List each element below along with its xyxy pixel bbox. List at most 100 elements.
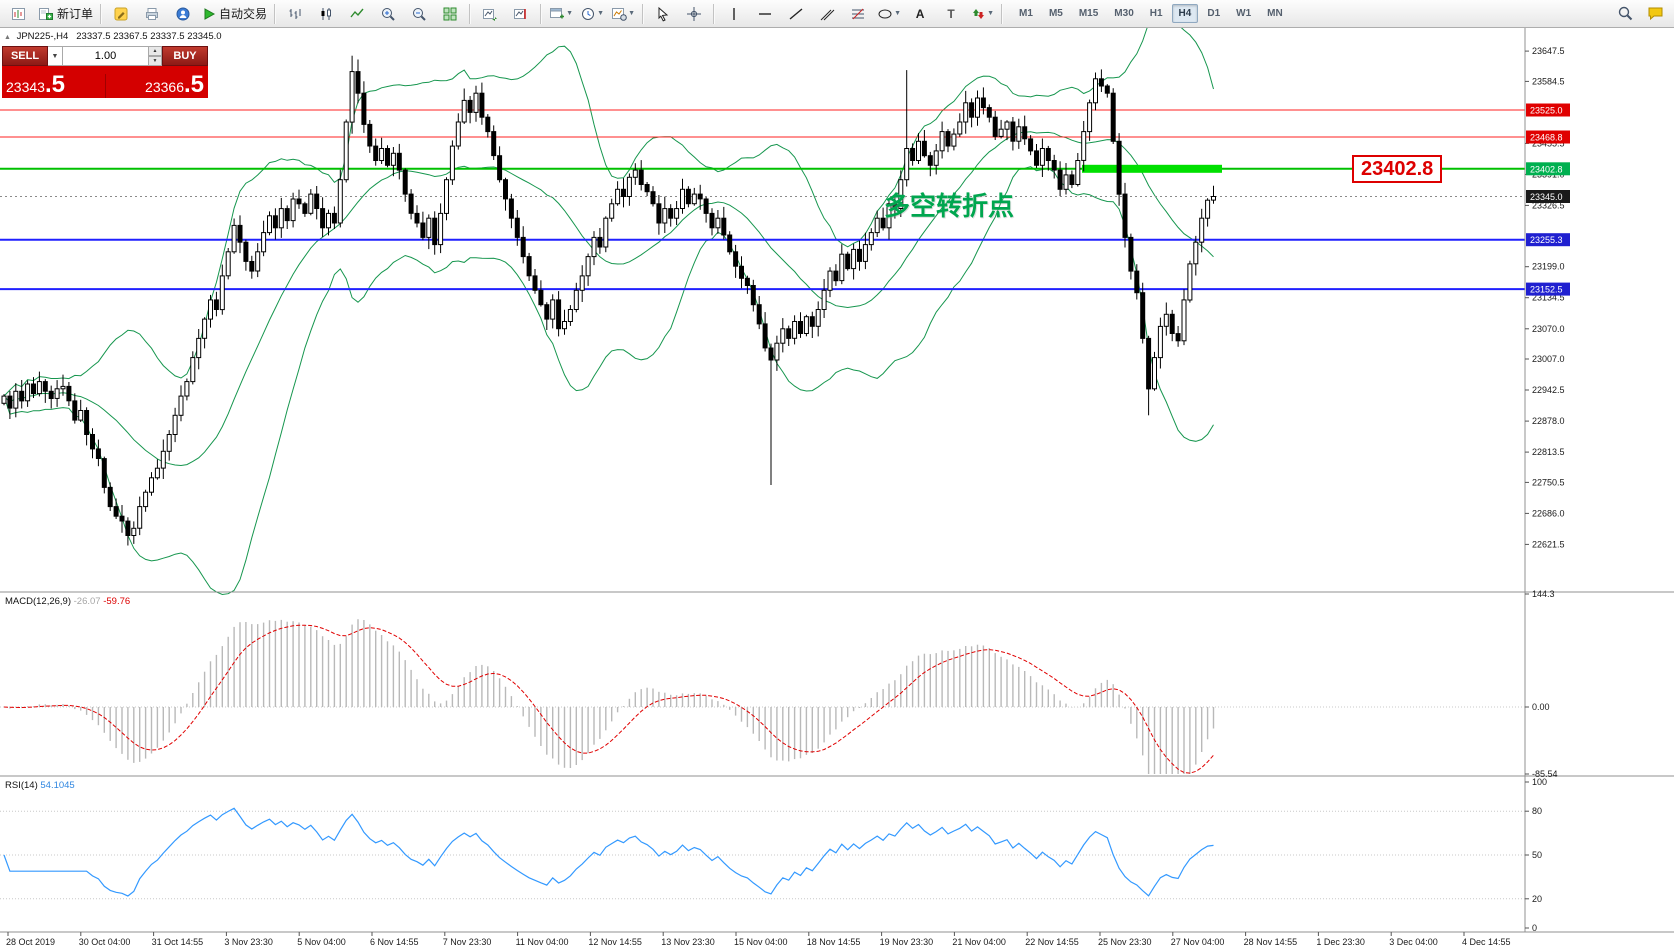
dropdown-caret-icon: ▼ [628, 10, 635, 17]
volume-up-button[interactable]: ▲ [149, 46, 162, 56]
template-icon [611, 6, 627, 22]
auto-scroll-button[interactable] [475, 2, 505, 26]
candlestick-type-button[interactable] [311, 2, 341, 26]
candle-body [432, 217, 438, 246]
search-button[interactable] [1610, 2, 1640, 26]
candle-body [1181, 299, 1187, 342]
buy-price[interactable]: 23366.5 [104, 73, 209, 98]
volume-down-button[interactable]: ▼ [149, 56, 162, 66]
candle-body [1069, 174, 1075, 185]
timeframe-h4[interactable]: H4 [1171, 4, 1199, 23]
horizontal-line-tool-button[interactable] [750, 2, 780, 26]
price-axis-label: 22686.0 [1532, 508, 1565, 518]
line-chart-type-button[interactable] [342, 2, 372, 26]
timeframe-m1[interactable]: M1 [1019, 8, 1033, 19]
candle-body [1087, 102, 1093, 133]
candle-body [308, 193, 314, 214]
candle-body [1051, 160, 1057, 171]
highlight-segment[interactable] [1082, 164, 1222, 173]
metaeditor-icon [113, 6, 129, 22]
candle-body [449, 145, 455, 181]
candle-body [113, 506, 119, 517]
vertical-line-tool-button[interactable] [719, 2, 749, 26]
templates-menu-button[interactable]: ▼ [608, 2, 638, 26]
candle-body [1022, 126, 1028, 140]
timeframe-mn[interactable]: MN [1267, 8, 1283, 19]
candle-body [1028, 138, 1034, 152]
new-chart-button[interactable] [4, 2, 34, 26]
sell-price[interactable]: 23343.5 [6, 71, 65, 98]
candle-body [1081, 131, 1087, 161]
price-badge-text: 23345.0 [1530, 192, 1563, 202]
price-badge-text: 23402.8 [1530, 164, 1563, 174]
order-type-dropdown[interactable]: ▼ [48, 46, 63, 66]
timeframe-m15[interactable]: M15 [1078, 8, 1099, 19]
fibonacci-tool-button[interactable] [843, 2, 873, 26]
candlestick-icon [318, 6, 334, 22]
cursor-tool-button[interactable] [648, 2, 678, 26]
periods-menu-button[interactable]: ▼ [577, 2, 607, 26]
trendline-tool-button[interactable] [781, 2, 811, 26]
rsi-indicator-label: RSI(14) 54.1045 [5, 780, 75, 791]
candle-body [827, 270, 833, 291]
candle-body [585, 256, 591, 277]
new-order-button[interactable]: 新订单 [35, 2, 96, 26]
chart-text-annotation[interactable]: 多空转折点 [884, 191, 1015, 221]
candle-body [461, 99, 467, 123]
price-badge-text: 23468.8 [1530, 133, 1563, 143]
time-axis-label: 19 Nov 23:30 [880, 937, 934, 947]
text-tool-button[interactable]: A [905, 2, 935, 26]
zoom-in-button[interactable] [373, 2, 403, 26]
price-badge-23345.0 [1526, 190, 1570, 203]
time-axis-label: 22 Nov 14:55 [1025, 937, 1079, 947]
symbol-period: JPN225-,H4 [16, 31, 69, 42]
timeframe-w1[interactable]: W1 [1236, 8, 1252, 19]
candle-body [237, 224, 243, 243]
price-axis-label: 22942.5 [1532, 385, 1565, 395]
candle-body [225, 251, 231, 277]
toolbar-separator [713, 3, 716, 24]
tile-windows-button[interactable] [435, 2, 465, 26]
price-axis-label: 23070.0 [1532, 324, 1565, 334]
candle-body [514, 217, 520, 238]
candle-body [1045, 148, 1051, 161]
time-axis-label: 12 Nov 14:55 [588, 937, 642, 947]
community-button[interactable] [168, 2, 198, 26]
candle-body [255, 251, 261, 272]
sell-button[interactable]: SELL [2, 46, 48, 66]
zoom-out-button[interactable] [404, 2, 434, 26]
timeframe-m5[interactable]: M5 [1048, 8, 1063, 19]
shapes-tool-button[interactable]: ▼ [874, 2, 904, 26]
candle-body [7, 395, 13, 409]
volume-input[interactable] [63, 46, 149, 66]
crosshair-tool-button[interactable] [679, 2, 709, 26]
chat-button[interactable] [1640, 2, 1670, 26]
text-tool-icon: A [915, 6, 925, 21]
candle-body [1146, 337, 1152, 390]
time-axis-label: 27 Nov 04:00 [1171, 937, 1225, 947]
candle-body [25, 383, 31, 402]
timeframe-h1[interactable]: H1 [1149, 8, 1163, 19]
bar-chart-type-button[interactable] [280, 2, 310, 26]
time-axis-label: 25 Nov 23:30 [1098, 937, 1152, 947]
channel-tool-button[interactable] [812, 2, 842, 26]
candle-body [921, 140, 927, 157]
print-button[interactable] [137, 2, 167, 26]
candle-body [95, 448, 101, 459]
text-label-tool-button[interactable]: T [936, 2, 966, 26]
candle-body [184, 381, 190, 397]
timeframe-d1[interactable]: D1 [1207, 8, 1221, 19]
candle-body [809, 316, 815, 327]
metaeditor-button[interactable] [106, 2, 136, 26]
candle-body [296, 198, 302, 205]
price-level-callout[interactable]: 23402.8 [1352, 155, 1443, 183]
candle-body [42, 381, 48, 392]
buy-button[interactable]: BUY [162, 46, 208, 66]
collapse-triangle-icon[interactable]: ▲ [4, 34, 11, 41]
timeframe-m30[interactable]: M30 [1114, 8, 1134, 19]
new-window-menu-button[interactable]: ▼ [546, 2, 576, 26]
autotrade-button[interactable]: 自动交易 [199, 2, 270, 26]
arrows-tool-button[interactable]: ▼ [967, 2, 997, 26]
chart-shift-button[interactable] [506, 2, 536, 26]
